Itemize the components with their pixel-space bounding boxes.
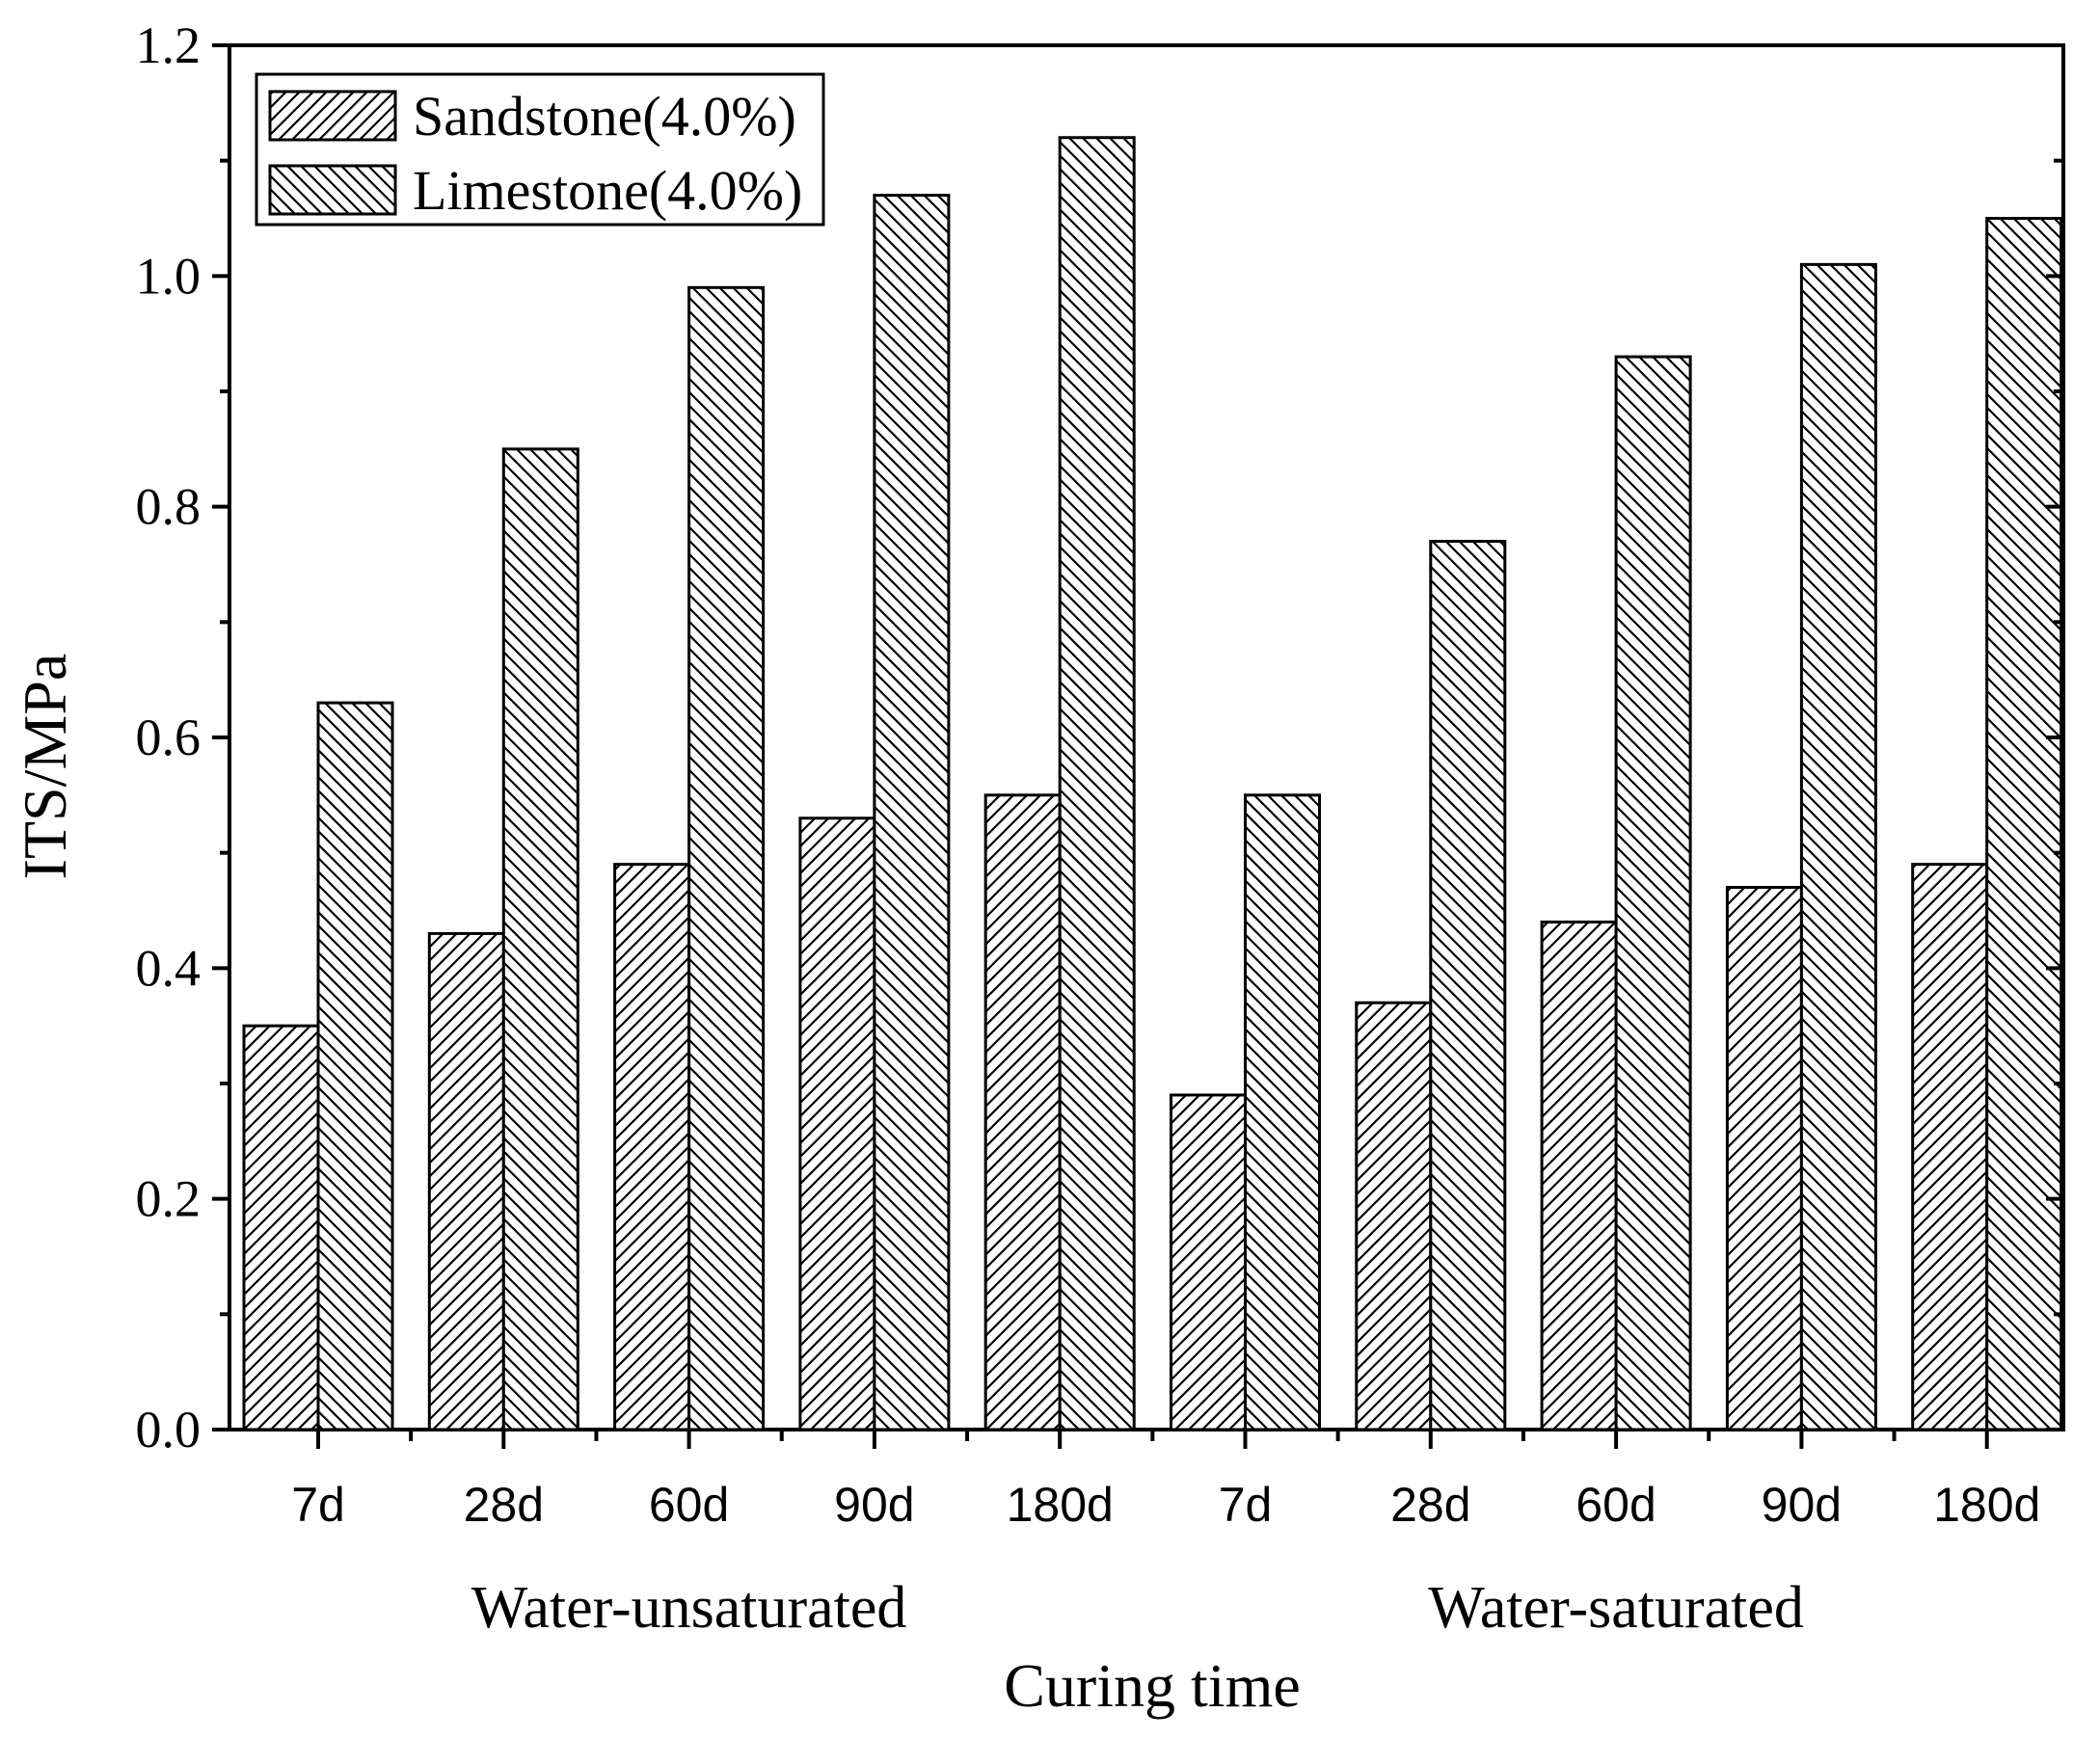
- y-tick-label: 0.8: [136, 478, 202, 536]
- legend-label-sandstone: Sandstone(4.0%): [413, 85, 796, 147]
- x-tick-label: 60d: [649, 1478, 729, 1532]
- bar-limestone-8: [1799, 262, 1877, 1431]
- y-tick-label: 0.2: [136, 1170, 202, 1228]
- group-label-water-saturated: Water-saturated: [1428, 1575, 1804, 1641]
- y-axis-title: ITS/MPa: [11, 654, 79, 880]
- axis-ticks-layer: [212, 43, 2063, 1449]
- y-tick-label: 0.4: [136, 939, 202, 997]
- bar-limestone-3: [873, 194, 951, 1431]
- x-tick-label: 7d: [1219, 1478, 1273, 1532]
- x-tick-label: 60d: [1575, 1478, 1656, 1532]
- x-tick-label: 90d: [834, 1478, 914, 1532]
- bar-sandstone-4: [983, 793, 1062, 1431]
- bar-limestone-2: [687, 285, 766, 1431]
- bars-layer: [242, 136, 2063, 1431]
- y-tick-label: 0.0: [136, 1401, 202, 1458]
- bar-sandstone-7: [1540, 920, 1618, 1431]
- x-tick-label: 180d: [1007, 1478, 1114, 1532]
- bar-sandstone-8: [1725, 886, 1803, 1431]
- x-tick-label: 180d: [1933, 1478, 2040, 1532]
- bar-sandstone-3: [798, 816, 876, 1431]
- legend: Sandstone(4.0%) Limestone(4.0%): [255, 72, 825, 227]
- bar-limestone-9: [1985, 217, 2063, 1431]
- x-tick-label: 28d: [1390, 1478, 1470, 1532]
- bar-limestone-0: [316, 701, 394, 1431]
- x-tick-label: 90d: [1762, 1478, 1842, 1532]
- bar-limestone-7: [1614, 355, 1692, 1431]
- legend-label-limestone: Limestone(4.0%): [413, 159, 802, 222]
- y-tick-label: 1.2: [136, 16, 202, 74]
- bar-sandstone-1: [427, 931, 505, 1431]
- x-axis-title: Curing time: [1004, 1651, 1301, 1720]
- group-label-water-unsaturated: Water-unsaturated: [471, 1575, 907, 1641]
- x-tick-label: 7d: [291, 1478, 345, 1532]
- bar-limestone-6: [1429, 540, 1507, 1431]
- bar-limestone-4: [1058, 136, 1136, 1431]
- bar-limestone-5: [1244, 793, 1321, 1431]
- y-tick-label: 0.6: [136, 709, 202, 766]
- x-tick-labels: 7d 28d 60d 90d 180d 7d 28d 60d 90d 180d: [291, 1478, 2040, 1532]
- bar-limestone-1: [501, 447, 579, 1431]
- bar-sandstone-9: [1911, 863, 1989, 1431]
- bar-sandstone-0: [242, 1024, 320, 1431]
- bar-sandstone-2: [613, 863, 691, 1431]
- legend-swatch-limestone: [268, 164, 397, 216]
- bar-sandstone-6: [1355, 1001, 1433, 1431]
- legend-swatch-sandstone: [268, 90, 397, 142]
- bar-sandstone-5: [1170, 1093, 1247, 1431]
- y-tick-label: 1.0: [136, 247, 202, 305]
- y-tick-labels: 0.0 0.2 0.4 0.6 0.8 1.0 1.2: [136, 16, 202, 1458]
- x-tick-label: 28d: [464, 1478, 544, 1532]
